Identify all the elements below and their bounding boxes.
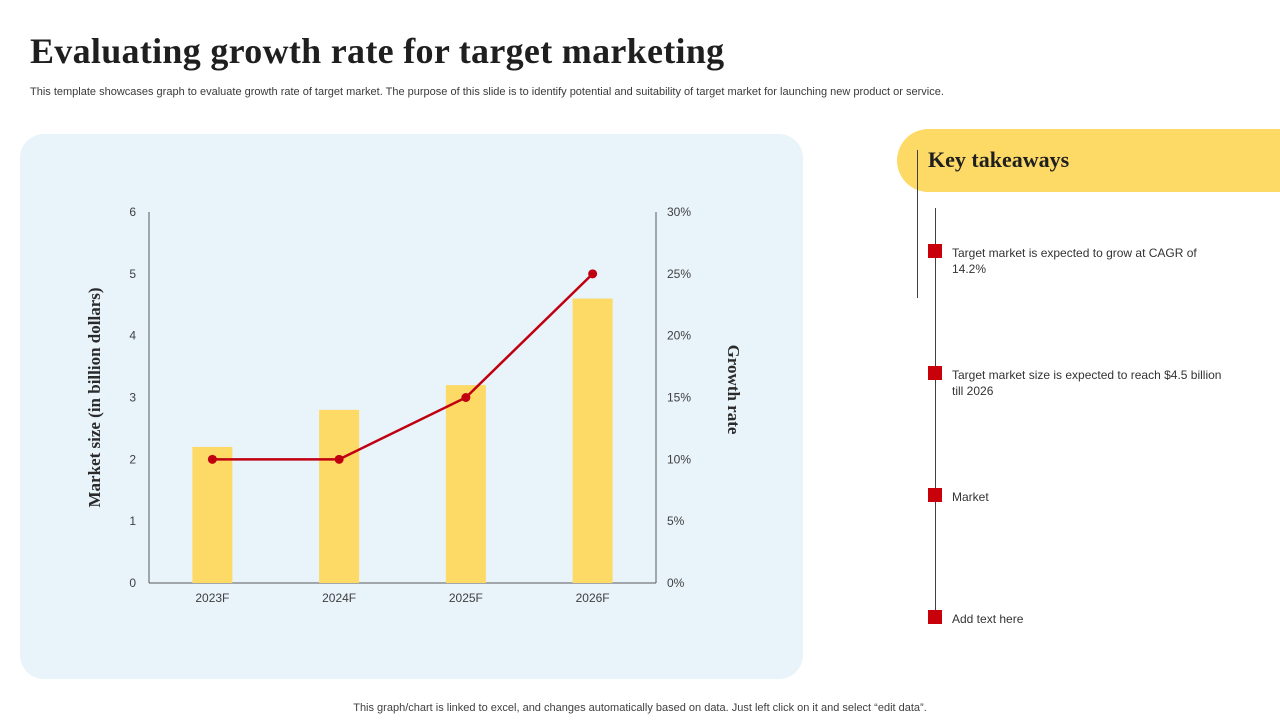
bar — [572, 298, 613, 583]
takeaway-text: Target market size is expected to reach … — [952, 368, 1222, 398]
y-tick-label: 5 — [129, 267, 136, 281]
growth-rate-point — [588, 269, 598, 279]
footer-note: This graph/chart is linked to excel, and… — [353, 702, 927, 714]
takeaway-text: Add text here — [952, 612, 1024, 626]
x-tick-label: 2026F — [576, 591, 610, 605]
y-tick-label: 0 — [129, 576, 136, 590]
page-subtitle: This template showcases graph to evaluat… — [30, 86, 944, 98]
y-tick-label: 6 — [129, 205, 136, 219]
growth-rate-line — [212, 272, 594, 461]
y-tick-label: 4 — [129, 329, 136, 343]
y2-tick-label: 5% — [667, 514, 685, 528]
takeaways-divider — [917, 150, 918, 298]
growth-rate-point — [334, 454, 344, 464]
x-tick-label: 2025F — [449, 591, 483, 605]
x-tick-label: 2024F — [322, 591, 356, 605]
y2-tick-label: 10% — [667, 452, 691, 466]
key-takeaways-title: Key takeaways — [928, 147, 1070, 172]
growth-rate-point — [461, 393, 471, 402]
y2-tick-label: 20% — [667, 329, 691, 343]
bullet-square-icon — [928, 366, 942, 380]
bar — [445, 385, 486, 583]
chart-panel: 0 1 2 3 4 5 6 0% 5% 10% 15% 20% 25% 30% 2023F 2024F 2025… — [20, 134, 803, 679]
bar — [192, 446, 233, 583]
x-tick-label: 2023F — [195, 591, 229, 605]
key-takeaways-header: Key takeaways — [897, 129, 1280, 192]
y2-tick-label: 25% — [667, 267, 691, 281]
y2-tick-label: 30% — [667, 205, 691, 219]
bullet-square-icon — [928, 610, 942, 624]
bullet-square-icon — [928, 244, 942, 258]
bullet-square-icon — [928, 488, 942, 502]
y-tick-label: 3 — [129, 391, 136, 405]
y2-axis-title: Growth rate — [724, 345, 743, 435]
takeaways-timeline — [935, 208, 936, 620]
y-axis-title: Market size (in billion dollars) — [85, 287, 104, 507]
takeaway-text: Target market is expected to grow at CAG… — [952, 246, 1197, 276]
page-title: Evaluating growth rate for target market… — [30, 31, 725, 71]
bar — [319, 409, 360, 583]
y2-tick-label: 15% — [667, 391, 691, 405]
y-tick-label: 1 — [129, 514, 136, 528]
y-tick-label: 2 — [129, 452, 136, 466]
combo-chart[interactable]: 0 1 2 3 4 5 6 0% 5% 10% 15% 20% 25% 30% 2023F 2024F 2025… — [20, 134, 803, 679]
growth-rate-point — [207, 454, 217, 464]
takeaway-text: Market — [952, 490, 989, 504]
y2-tick-label: 0% — [667, 576, 685, 590]
